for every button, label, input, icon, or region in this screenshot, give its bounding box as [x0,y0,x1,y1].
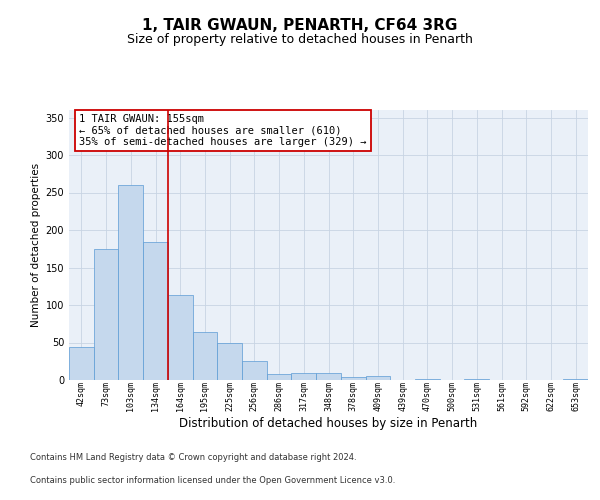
Bar [341,377,365,380]
Bar [242,361,267,380]
Bar [464,379,489,380]
Bar [143,242,168,380]
Bar [563,378,588,380]
Text: 1 TAIR GWAUN: 155sqm
← 65% of detached houses are smaller (610)
35% of semi-deta: 1 TAIR GWAUN: 155sqm ← 65% of detached h… [79,114,367,147]
Bar [69,347,94,380]
Bar [365,376,390,380]
Bar [292,373,316,380]
Bar [217,342,242,380]
Bar [316,373,341,380]
Bar [168,295,193,380]
Bar [193,332,217,380]
Text: Contains public sector information licensed under the Open Government Licence v3: Contains public sector information licen… [30,476,395,485]
Bar [267,374,292,380]
Text: 1, TAIR GWAUN, PENARTH, CF64 3RG: 1, TAIR GWAUN, PENARTH, CF64 3RG [142,18,458,32]
Bar [118,185,143,380]
Text: Size of property relative to detached houses in Penarth: Size of property relative to detached ho… [127,32,473,46]
Bar [415,379,440,380]
Text: Contains HM Land Registry data © Crown copyright and database right 2024.: Contains HM Land Registry data © Crown c… [30,454,356,462]
Bar [94,248,118,380]
X-axis label: Distribution of detached houses by size in Penarth: Distribution of detached houses by size … [179,417,478,430]
Y-axis label: Number of detached properties: Number of detached properties [31,163,41,327]
